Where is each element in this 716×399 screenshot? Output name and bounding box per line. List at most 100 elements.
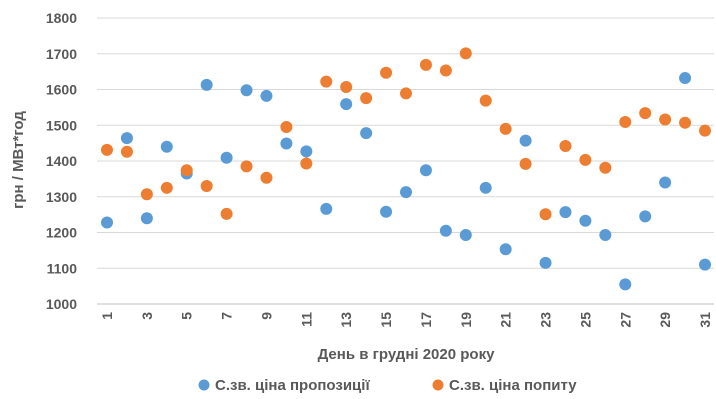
series-0-point-day-24 xyxy=(559,206,572,219)
x-tick-label-29: 29 xyxy=(657,312,673,328)
series-0-point-day-9 xyxy=(260,89,273,102)
x-tick-label-19: 19 xyxy=(458,312,474,328)
series-1-point-day-22 xyxy=(519,157,532,170)
y-axis-tick-labels: 1000 1100 1200 1300 1400 1500 1600 1700 1800 xyxy=(46,10,77,312)
series-0-point-day-12 xyxy=(320,202,333,215)
data-points xyxy=(101,47,711,291)
series-1-point-day-9 xyxy=(260,171,273,184)
series-1-point-day-17 xyxy=(419,58,432,71)
legend-label-supply: С.зв. ціна пропозиції xyxy=(215,377,370,394)
series-1-point-day-15 xyxy=(380,66,393,79)
series-1-point-day-20 xyxy=(479,94,492,107)
series-0-point-day-16 xyxy=(400,186,412,199)
series-1-point-day-5 xyxy=(180,164,193,177)
series-1-point-day-1 xyxy=(101,143,113,156)
series-0-point-day-17 xyxy=(419,164,432,177)
series-0-point-day-30 xyxy=(679,72,692,85)
y-tick-label-1700: 1700 xyxy=(46,46,77,62)
series-0-point-day-10 xyxy=(280,137,293,150)
legend-swatch-supply xyxy=(198,379,210,391)
series-1-point-day-7 xyxy=(220,207,233,220)
legend-item-supply: С.зв. ціна пропозиції xyxy=(198,377,370,394)
x-tick-label-27: 27 xyxy=(617,312,633,328)
series-1-point-day-13 xyxy=(340,80,353,93)
y-tick-label-1400: 1400 xyxy=(46,153,77,169)
series-1-point-day-2 xyxy=(120,145,133,158)
series-1-point-day-24 xyxy=(559,139,572,152)
y-tick-label-1200: 1200 xyxy=(46,225,77,241)
series-1-point-day-21 xyxy=(499,122,512,135)
series-1-point-day-27 xyxy=(619,116,632,129)
series-0-point-day-2 xyxy=(120,132,133,145)
x-tick-label-7: 7 xyxy=(219,312,235,320)
y-tick-label-1800: 1800 xyxy=(46,10,77,26)
legend-item-demand: С.зв. ціна попиту xyxy=(432,377,577,394)
series-1-point-day-18 xyxy=(439,64,452,77)
series-1-point-day-16 xyxy=(400,87,412,100)
series-0-point-day-8 xyxy=(240,84,253,97)
series-0-point-day-20 xyxy=(479,181,492,194)
y-tick-label-1500: 1500 xyxy=(46,117,77,133)
series-1-point-day-26 xyxy=(599,161,612,174)
x-tick-label-5: 5 xyxy=(179,312,195,320)
series-0-point-day-14 xyxy=(360,127,373,140)
series-0-point-day-25 xyxy=(579,214,592,227)
x-tick-label-21: 21 xyxy=(498,312,514,328)
series-0 xyxy=(101,72,711,291)
series-1-point-day-12 xyxy=(320,75,333,88)
x-tick-label-11: 11 xyxy=(298,312,314,327)
x-tick-label-17: 17 xyxy=(418,312,434,328)
x-tick-label-15: 15 xyxy=(378,312,394,328)
x-tick-label-25: 25 xyxy=(577,312,593,328)
series-1-point-day-28 xyxy=(639,107,652,120)
y-tick-label-1000: 1000 xyxy=(46,296,77,312)
x-tick-label-23: 23 xyxy=(538,312,554,328)
series-1-point-day-11 xyxy=(300,157,313,170)
series-0-point-day-18 xyxy=(439,224,452,237)
x-tick-label-31: 31 xyxy=(697,312,713,328)
y-axis-title: грн / МВт*год xyxy=(10,111,27,209)
x-axis-title: День в грудні 2020 року xyxy=(318,346,496,363)
x-tick-label-3: 3 xyxy=(139,312,155,320)
series-1-point-day-29 xyxy=(659,113,672,126)
legend: С.зв. ціна пропозиції С.зв. ціна попиту xyxy=(198,377,577,394)
series-0-point-day-31 xyxy=(699,258,711,271)
series-1-point-day-25 xyxy=(579,153,592,166)
y-tick-label-1100: 1100 xyxy=(47,260,78,276)
series-1-point-day-14 xyxy=(360,92,373,105)
grid-lines xyxy=(97,17,714,305)
series-0-point-day-1 xyxy=(101,216,113,229)
series-0-point-day-23 xyxy=(539,256,552,269)
y-tick-label-1300: 1300 xyxy=(46,189,77,205)
series-0-point-day-19 xyxy=(459,229,472,242)
series-0-point-day-3 xyxy=(140,212,153,225)
x-tick-label-13: 13 xyxy=(338,312,354,328)
x-axis-tick-labels: 1 3 5 7 9 11 13 15 17 19 21 23 25 27 29 31 xyxy=(99,312,713,328)
series-1-point-day-23 xyxy=(539,208,552,221)
x-tick-label-9: 9 xyxy=(258,312,274,320)
series-0-point-day-27 xyxy=(619,278,632,291)
y-tick-label-1600: 1600 xyxy=(46,82,77,98)
series-0-point-day-21 xyxy=(499,243,512,256)
series-1-point-day-3 xyxy=(140,188,153,201)
legend-swatch-demand xyxy=(432,379,444,391)
series-0-point-day-29 xyxy=(659,176,672,189)
legend-label-demand: С.зв. ціна попиту xyxy=(449,377,577,394)
series-0-point-day-15 xyxy=(380,205,393,218)
series-0-point-day-4 xyxy=(160,140,173,153)
series-0-point-day-22 xyxy=(519,134,532,147)
series-1-point-day-6 xyxy=(200,180,213,193)
series-0-point-day-11 xyxy=(300,145,313,158)
series-1-point-day-4 xyxy=(160,181,173,194)
series-1 xyxy=(101,47,711,221)
series-1-point-day-30 xyxy=(679,116,692,129)
series-0-point-day-7 xyxy=(220,151,233,164)
series-0-point-day-6 xyxy=(200,78,213,91)
series-1-point-day-8 xyxy=(240,160,253,173)
series-0-point-day-26 xyxy=(599,229,612,242)
x-tick-label-1: 1 xyxy=(99,312,115,320)
series-0-point-day-28 xyxy=(639,210,652,223)
series-1-point-day-10 xyxy=(280,121,293,134)
